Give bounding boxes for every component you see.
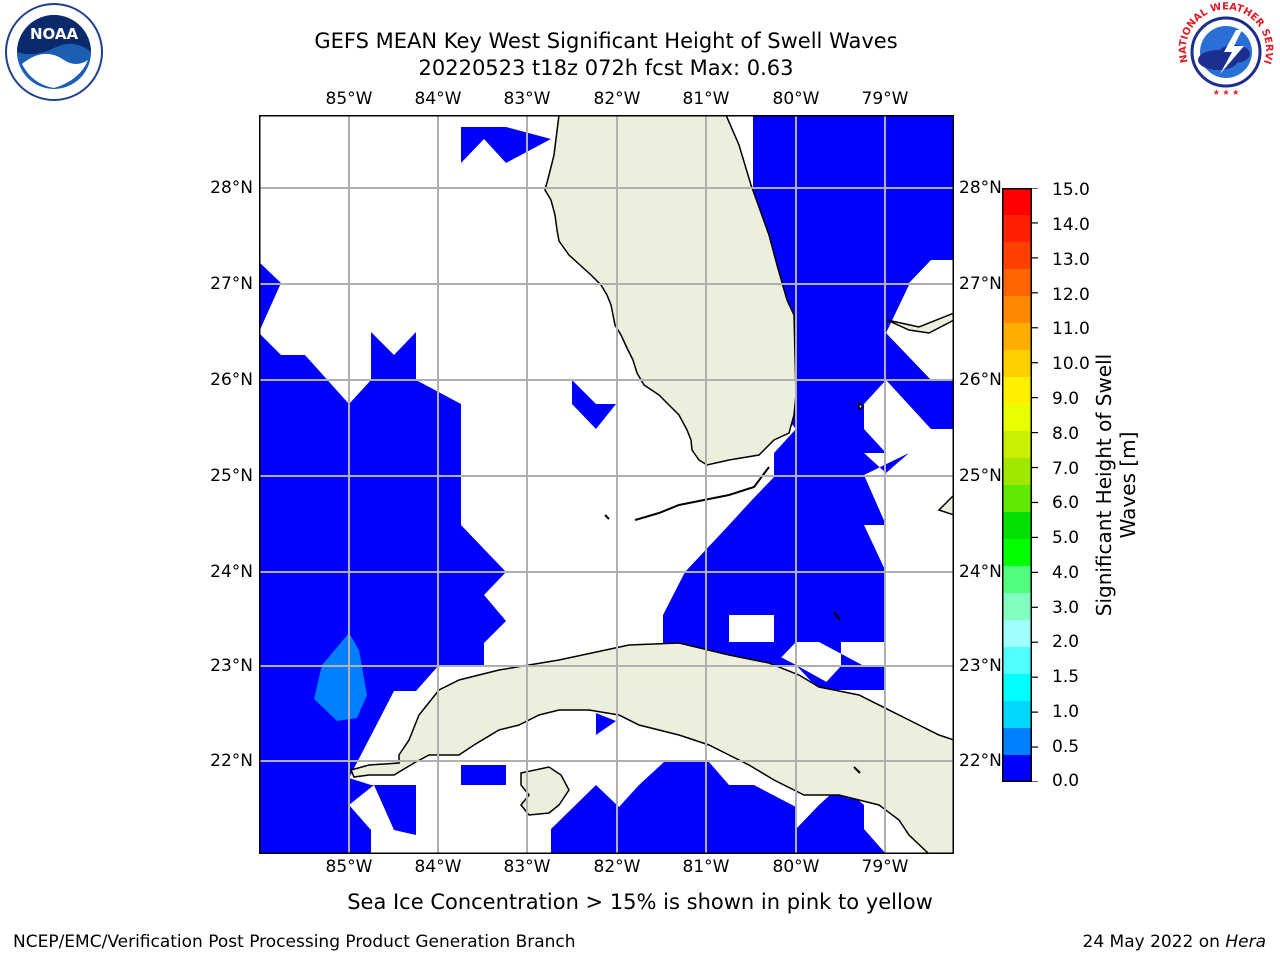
colorbar-swatch bbox=[1002, 242, 1032, 270]
svg-text:★ ★ ★: ★ ★ ★ bbox=[1213, 88, 1240, 97]
colorbar-tick: 8.0 bbox=[1052, 424, 1080, 444]
colorbar-tick: 6.0 bbox=[1052, 493, 1080, 513]
lon-label-top: 83°W bbox=[503, 89, 551, 109]
colorbar-swatch bbox=[1002, 188, 1032, 216]
national-weather-service-logo-icon: NATIONAL WEATHER SERVICE ★ ★ ★ bbox=[1176, 2, 1274, 100]
colorbar-tick: 9.0 bbox=[1052, 389, 1080, 409]
colorbar-tick: 12.0 bbox=[1052, 285, 1090, 305]
land-florida bbox=[544, 115, 797, 466]
lat-label-right: 23°N bbox=[959, 656, 1002, 676]
swell-shading-low bbox=[259, 115, 954, 854]
date-text: 24 May 2022 on Hera bbox=[1083, 932, 1267, 952]
lon-label-top: 84°W bbox=[414, 89, 462, 109]
colorbar-tick: 3.0 bbox=[1052, 598, 1080, 618]
colorbar-tick: 4.0 bbox=[1052, 563, 1080, 583]
colorbar-swatch bbox=[1002, 431, 1032, 459]
swell-shading-mid bbox=[314, 633, 367, 721]
lat-label-left: 24°N bbox=[210, 562, 253, 582]
machine-name: Hera bbox=[1225, 932, 1266, 952]
lon-label-top: 81°W bbox=[682, 89, 730, 109]
colorbar bbox=[1002, 188, 1038, 782]
land-cuba bbox=[349, 642, 954, 854]
lat-label-right: 26°N bbox=[959, 370, 1002, 390]
colorbar-tick: 1.5 bbox=[1052, 667, 1080, 687]
colorbar-tick: 0.5 bbox=[1052, 737, 1080, 757]
colorbar-swatch bbox=[1002, 377, 1032, 405]
colorbar-tick: 7.0 bbox=[1052, 459, 1080, 479]
lat-label-right: 22°N bbox=[959, 751, 1002, 771]
colorbar-tick: 15.0 bbox=[1052, 180, 1090, 200]
colorbar-tick: 2.0 bbox=[1052, 632, 1080, 652]
lat-label-left: 28°N bbox=[210, 178, 253, 198]
lat-label-left: 27°N bbox=[210, 274, 253, 294]
lon-label-top: 80°W bbox=[772, 89, 820, 109]
colorbar-tick: 11.0 bbox=[1052, 319, 1090, 339]
colorbar-swatch bbox=[1002, 512, 1032, 540]
colorbar-label: Significant Height of Swell Waves [m] bbox=[1092, 353, 1140, 617]
colorbar-swatch bbox=[1002, 269, 1032, 297]
lon-label-bottom: 79°W bbox=[861, 857, 909, 877]
colorbar-swatch bbox=[1002, 647, 1032, 675]
colorbar-swatch bbox=[1002, 323, 1032, 351]
colorbar-swatch bbox=[1002, 350, 1032, 378]
lat-label-right: 24°N bbox=[959, 562, 1002, 582]
colorbar-tick: 10.0 bbox=[1052, 354, 1090, 374]
florida-keys bbox=[604, 466, 861, 774]
land-bahamas bbox=[858, 312, 954, 516]
noaa-logo-text: NOAA bbox=[30, 25, 79, 43]
lat-label-left: 22°N bbox=[210, 751, 253, 771]
colorbar-tick: 14.0 bbox=[1052, 215, 1090, 235]
colorbar-swatch bbox=[1002, 485, 1032, 513]
colorbar-swatch bbox=[1002, 539, 1032, 567]
map-subtitle: 20220523 t18z 072h fcst Max: 0.63 bbox=[418, 56, 794, 80]
lon-label-top: 79°W bbox=[861, 89, 909, 109]
colorbar-swatch bbox=[1002, 215, 1032, 243]
lat-label-right: 27°N bbox=[959, 274, 1002, 294]
colorbar-swatch bbox=[1002, 674, 1032, 702]
lon-label-top: 85°W bbox=[325, 89, 373, 109]
swell-height-map bbox=[259, 115, 954, 854]
credit-text: NCEP/EMC/Verification Post Processing Pr… bbox=[13, 932, 576, 952]
lon-label-bottom: 84°W bbox=[414, 857, 462, 877]
colorbar-swatch bbox=[1002, 755, 1032, 782]
lon-label-bottom: 82°W bbox=[593, 857, 641, 877]
sea-ice-note: Sea Ice Concentration > 15% is shown in … bbox=[347, 890, 933, 914]
colorbar-swatch bbox=[1002, 404, 1032, 432]
date-value: 24 May 2022 on bbox=[1082, 932, 1226, 952]
colorbar-swatch bbox=[1002, 728, 1032, 756]
colorbar-swatch bbox=[1002, 620, 1032, 648]
lon-label-bottom: 83°W bbox=[503, 857, 551, 877]
colorbar-swatch bbox=[1002, 296, 1032, 324]
lon-label-bottom: 80°W bbox=[772, 857, 820, 877]
colorbar-tick: 1.0 bbox=[1052, 702, 1080, 722]
colorbar-swatch bbox=[1002, 701, 1032, 729]
colorbar-swatch bbox=[1002, 458, 1032, 486]
lat-label-right: 28°N bbox=[959, 178, 1002, 198]
lat-label-left: 23°N bbox=[210, 656, 253, 676]
lon-label-bottom: 81°W bbox=[682, 857, 730, 877]
lon-label-bottom: 85°W bbox=[325, 857, 373, 877]
lat-label-right: 25°N bbox=[959, 466, 1002, 486]
colorbar-swatch bbox=[1002, 593, 1032, 621]
colorbar-swatch bbox=[1002, 566, 1032, 594]
noaa-logo-icon: NOAA bbox=[5, 3, 103, 101]
colorbar-tick: 13.0 bbox=[1052, 250, 1090, 270]
lat-label-left: 26°N bbox=[210, 370, 253, 390]
lat-label-left: 25°N bbox=[210, 466, 253, 486]
lon-label-top: 82°W bbox=[593, 89, 641, 109]
colorbar-tick: 0.0 bbox=[1052, 771, 1080, 791]
colorbar-tick: 5.0 bbox=[1052, 528, 1080, 548]
colorbar-border bbox=[1002, 188, 1032, 782]
map-gridlines bbox=[259, 115, 954, 854]
map-title: GEFS MEAN Key West Significant Height of… bbox=[314, 29, 898, 53]
